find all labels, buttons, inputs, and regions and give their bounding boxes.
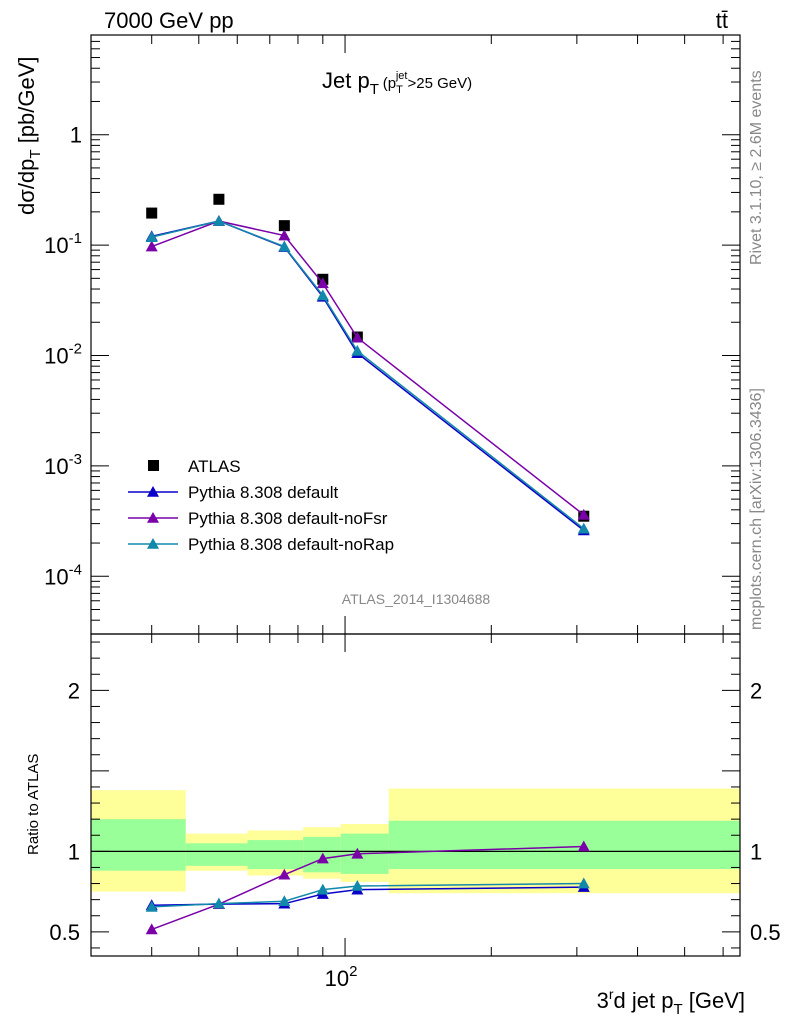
- legend-entry-1: Pythia 8.308 default: [128, 483, 339, 502]
- main-y-tick-label: 10-2: [44, 340, 82, 368]
- legend-marker: [147, 486, 159, 497]
- mcplots-label: mcplots.cern.ch [arXiv:1306.3436]: [748, 388, 765, 630]
- legend-marker: [147, 512, 159, 523]
- ratio-y-tick-label-right: 1: [750, 839, 762, 864]
- ratio-y-axis-label: Ratio to ATLAS: [25, 754, 42, 855]
- band-inner-5: [388, 820, 740, 870]
- ratio-y-tick-label-right: 0.5: [750, 920, 781, 945]
- main-y-tick-label: 10-4: [44, 561, 82, 589]
- band-inner-0: [91, 819, 186, 871]
- ratio-y-tick-label: 2: [68, 678, 80, 703]
- series-point: [316, 277, 329, 289]
- ratio-point: [145, 923, 158, 935]
- ratio-y-tick-label-right: 2: [750, 678, 762, 703]
- main-series: [145, 193, 590, 536]
- ratio-axes: 0.5 0.5 1 1 2 2 102: [49, 634, 781, 991]
- legend-marker: [148, 460, 159, 471]
- ratio-y-tick-label: 0.5: [49, 920, 80, 945]
- svg-text:3rd jet pT [GeV]: 3rd jet pT [GeV]: [597, 986, 745, 1018]
- band-inner-1: [185, 843, 248, 866]
- rivet-label: Rivet 3.1.10, ≥ 2.6M events: [748, 70, 765, 265]
- series-point: [278, 229, 291, 241]
- legend-entry-0: ATLAS: [148, 457, 241, 476]
- svg-text:Jet pT (pTjet>25 GeV): Jet pT (pTjet>25 GeV): [322, 68, 472, 98]
- legend-label: Pythia 8.308 default-noFsr: [188, 509, 388, 528]
- legend: ATLAS Pythia 8.308 default Pythia 8.308 de…: [128, 457, 394, 554]
- series-line: [151, 220, 585, 516]
- atlas-point: [213, 193, 225, 205]
- atlas-point: [146, 207, 158, 219]
- series-point: [577, 508, 590, 520]
- legend-label: Pythia 8.308 default-noRap: [188, 535, 394, 554]
- ratio-point: [278, 895, 291, 907]
- svg-text:dσ/dpT [pb/GeV]: dσ/dpT [pb/GeV]: [14, 56, 44, 215]
- band-inner-2: [247, 840, 304, 870]
- ratio-point: [316, 852, 329, 864]
- ratio-point: [212, 897, 225, 909]
- legend-marker: [147, 538, 159, 549]
- ratio-point: [351, 847, 364, 859]
- ratio-line: [151, 845, 584, 931]
- legend-entry-2: Pythia 8.308 default-noFsr: [128, 509, 388, 528]
- svg-text:Ratio to ATLAS: Ratio to ATLAS: [25, 754, 42, 855]
- x-tick-label: 102: [325, 963, 358, 991]
- ratio-y-tick-label: 1: [68, 839, 80, 864]
- analysis-watermark: ATLAS_2014_I1304688: [342, 591, 491, 607]
- ratio-series: [145, 840, 590, 935]
- atlas-point: [278, 220, 290, 232]
- series-line: [151, 220, 585, 530]
- process-label: tt̄: [716, 8, 728, 33]
- ratio-point: [577, 877, 590, 889]
- ratio-point: [577, 840, 590, 852]
- series-3: [145, 215, 590, 534]
- main-axes: 10-4 10-3 10-2 10-1 1: [44, 34, 740, 635]
- ratio-series-2: [145, 877, 590, 912]
- series-point: [212, 215, 225, 226]
- main-y-tick-label: 10-1: [44, 230, 82, 258]
- ratio-point: [145, 900, 158, 912]
- series-point: [145, 231, 158, 242]
- energy-label: 7000 GeV pp: [104, 8, 234, 33]
- series-point: [278, 240, 291, 252]
- series-point: [316, 289, 329, 301]
- legend-label: Pythia 8.308 default: [188, 483, 339, 502]
- x-axis-label: 3rd jet pT [GeV]: [597, 986, 745, 1018]
- ratio-point: [278, 868, 291, 880]
- ratio-point: [316, 883, 329, 895]
- main-y-tick-label: 10-3: [44, 451, 82, 479]
- series-point: [145, 240, 158, 252]
- ratio-panel-frame: [90, 633, 741, 957]
- series-point: [577, 522, 590, 534]
- series-point: [351, 344, 364, 356]
- ratio-line: [151, 882, 584, 908]
- legend-entry-3: Pythia 8.308 default-noRap: [128, 535, 394, 554]
- main-panel-title: Jet pT (pTjet>25 GeV): [322, 68, 472, 98]
- ratio-uncertainty-bands: [91, 788, 740, 894]
- ratio-point: [351, 879, 364, 891]
- series-point: [351, 331, 364, 343]
- main-y-axis-label: dσ/dpT [pb/GeV]: [14, 56, 44, 215]
- legend-label: ATLAS: [188, 457, 241, 476]
- main-y-tick-label: 1: [70, 123, 82, 148]
